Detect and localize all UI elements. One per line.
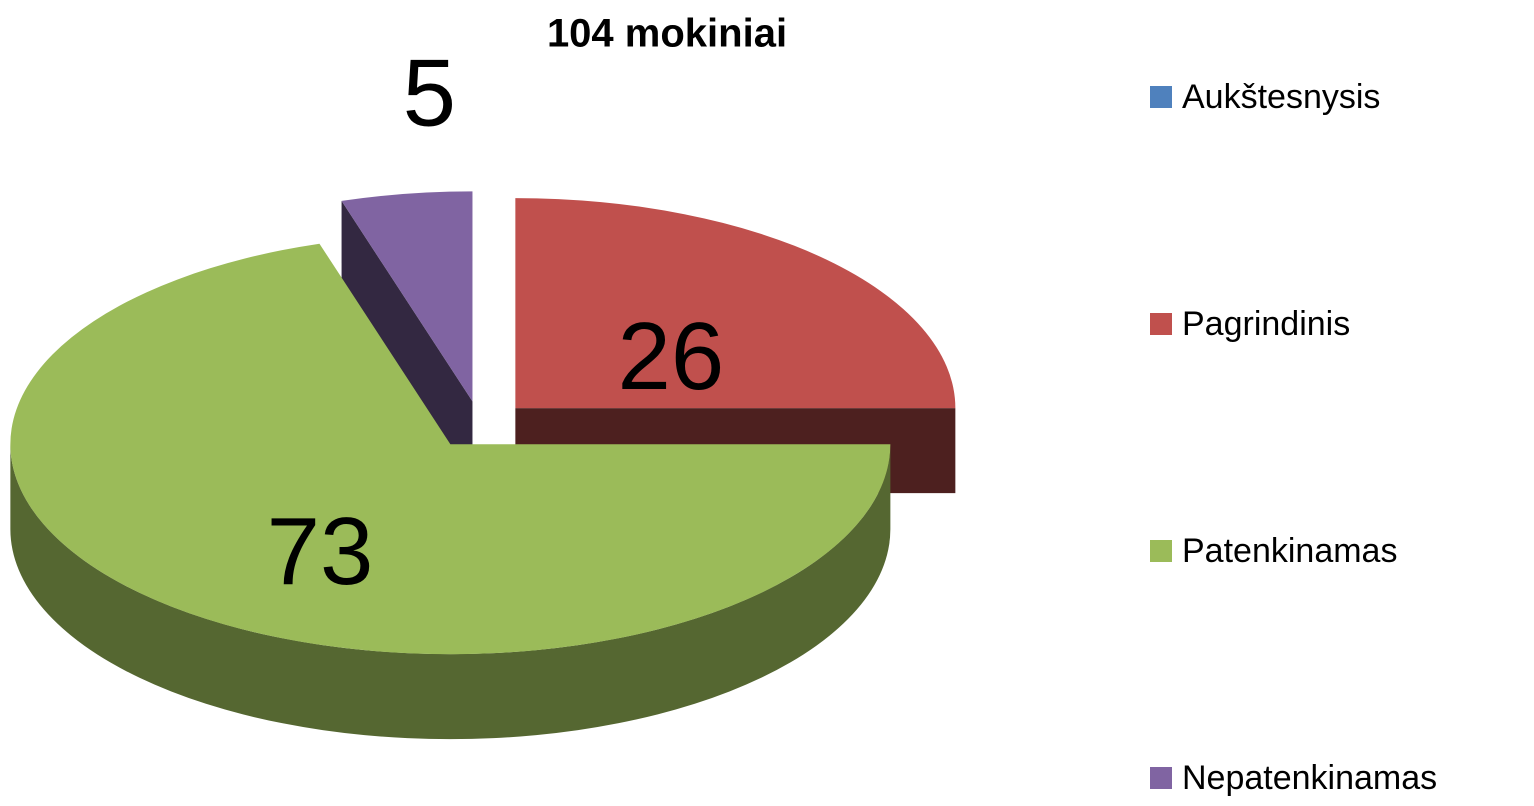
legend-label: Aukštesnysis xyxy=(1182,78,1380,116)
data-label: 5 xyxy=(403,40,456,147)
pie-slice xyxy=(341,191,473,402)
slice-cut-face xyxy=(341,200,473,487)
legend-label: Pagrindinis xyxy=(1182,305,1350,343)
pie-slice xyxy=(515,198,956,409)
data-label: 73 xyxy=(267,498,374,605)
chart-title: 104 mokiniai xyxy=(547,12,787,56)
legend-label: Patenkinamas xyxy=(1182,532,1397,570)
legend-swatch xyxy=(1150,313,1172,335)
legend-swatch xyxy=(1150,767,1172,789)
slice-side xyxy=(10,444,891,740)
legend-swatch xyxy=(1150,540,1172,562)
data-label: 26 xyxy=(618,303,725,410)
legend-label: Nepatenkinamas xyxy=(1182,759,1437,797)
legend-swatch xyxy=(1150,86,1172,108)
pie-slice xyxy=(10,243,891,655)
